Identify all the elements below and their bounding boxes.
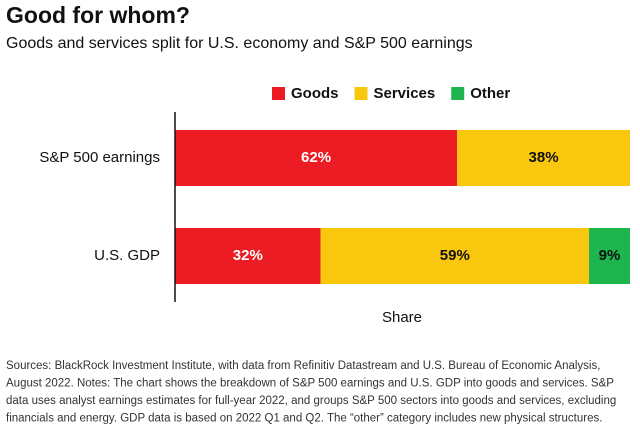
- bar-segment: [457, 130, 630, 186]
- value-label: 62%: [301, 149, 331, 166]
- value-label: 38%: [529, 149, 559, 166]
- bar-segment: [175, 130, 458, 186]
- legend-swatch: [354, 87, 368, 100]
- value-label: 9%: [599, 247, 621, 264]
- legend-swatch: [451, 87, 465, 100]
- source-note: August 2022. Notes: The chart shows the …: [6, 378, 614, 390]
- value-label: 32%: [233, 247, 263, 264]
- y-tick-label: U.S. GDP: [94, 247, 160, 264]
- source-note: financials and energy. GDP data is based…: [6, 413, 602, 425]
- legend-label: Services: [374, 85, 436, 102]
- bar-segment: [175, 228, 321, 284]
- value-label: 59%: [440, 247, 470, 264]
- legend-label: Other: [470, 85, 510, 102]
- x-axis-label: Share: [382, 309, 422, 326]
- source-note: data uses analyst earnings estimates for…: [6, 395, 616, 407]
- y-tick-label: S&P 500 earnings: [39, 149, 160, 166]
- source-note: Sources: BlackRock Investment Institute,…: [6, 360, 600, 372]
- legend-label: Goods: [291, 85, 339, 102]
- bar-segment: [589, 228, 630, 284]
- chart-title: Good for whom?: [6, 2, 190, 28]
- legend-swatch: [272, 87, 285, 100]
- bar-segment: [320, 228, 590, 284]
- chart-subtitle: Goods and services split for U.S. econom…: [6, 35, 473, 52]
